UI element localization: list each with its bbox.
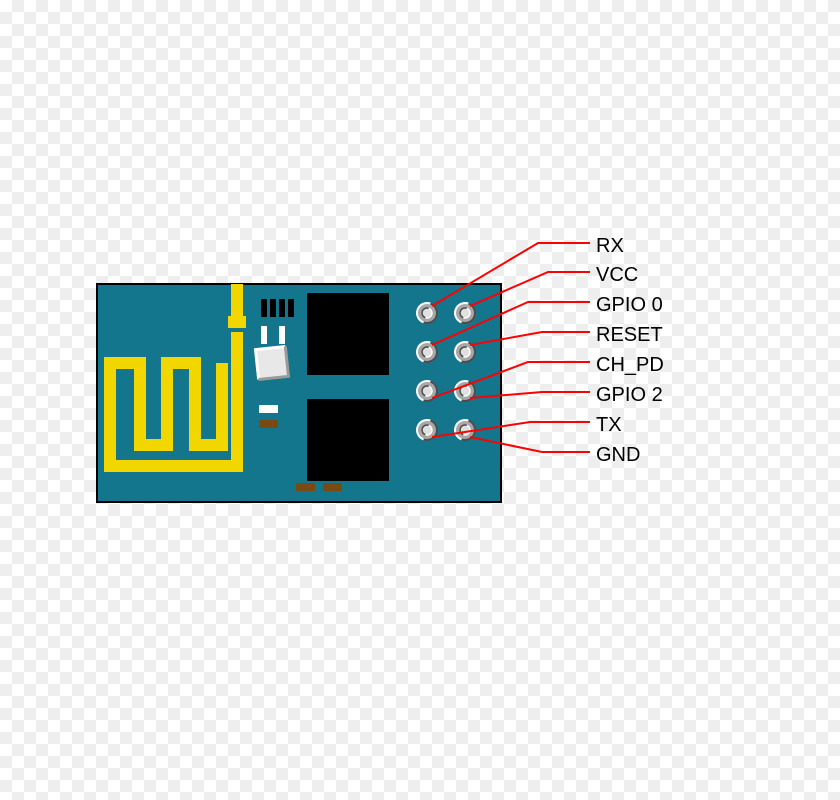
pin-label-rx: RX xyxy=(596,235,624,258)
smd-2 xyxy=(279,299,285,317)
pin-label-tx: TX xyxy=(596,414,622,437)
pin-label-reset: RESET xyxy=(596,324,663,347)
smd-6 xyxy=(259,405,278,413)
smd-9 xyxy=(323,483,342,491)
pin-label-ch-pd: CH_PD xyxy=(596,354,664,377)
pin-label-gnd: GND xyxy=(596,444,640,467)
pin-0-0 xyxy=(417,303,437,323)
smd-8 xyxy=(296,483,315,491)
pin-label-gpio-0: GPIO 0 xyxy=(596,294,663,317)
pin-label-gpio-2: GPIO 2 xyxy=(596,384,663,407)
smd-5 xyxy=(279,326,285,344)
pin-label-vcc: VCC xyxy=(596,264,638,287)
smd-3 xyxy=(288,299,294,317)
smd-1 xyxy=(270,299,276,317)
crystal-oscillator xyxy=(256,347,289,380)
pinout-diagram xyxy=(0,0,840,800)
smd-4 xyxy=(261,326,267,344)
smd-7 xyxy=(259,420,278,428)
smd-0 xyxy=(261,299,267,317)
ic-chip-0 xyxy=(307,293,389,375)
ic-chip-1 xyxy=(307,399,389,481)
